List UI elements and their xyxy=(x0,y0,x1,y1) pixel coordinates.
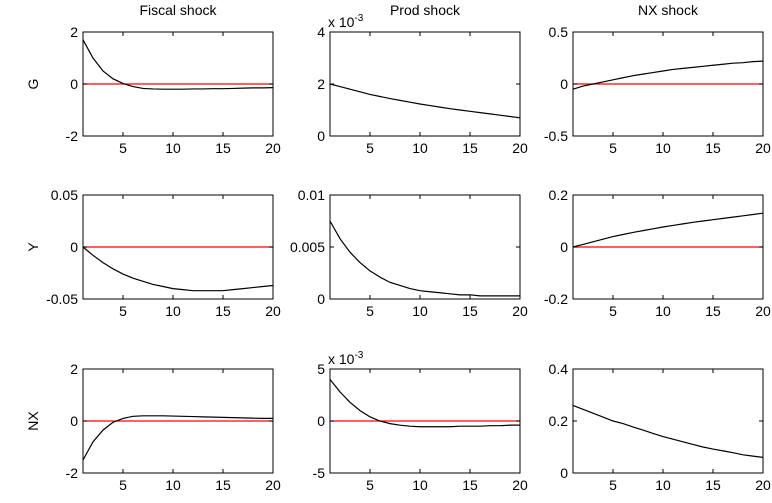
x-tick-label: 5 xyxy=(366,477,374,493)
x-tick-label: 5 xyxy=(609,303,617,319)
multiplier-base: x 10 xyxy=(328,14,355,30)
x-tick-label: 5 xyxy=(609,477,617,493)
y-tick-label: 2 xyxy=(70,24,78,40)
multiplier-base: x 10 xyxy=(328,351,355,367)
y-axis-label: G xyxy=(25,79,41,90)
plot-area xyxy=(573,369,763,473)
x-tick-label: 5 xyxy=(366,303,374,319)
line xyxy=(572,404,764,458)
y-tick-label: 0.5 xyxy=(549,24,569,40)
y-tick-label: 0.2 xyxy=(549,413,569,429)
y-tick-label: 0.005 xyxy=(290,239,325,255)
y-tick-label: 0 xyxy=(560,76,568,92)
x-tick-label: 10 xyxy=(412,140,428,156)
y-tick-label: -0.05 xyxy=(46,291,78,307)
panel: 5 10 15 20 -0.05 0 0.05 Y xyxy=(25,187,281,319)
x-tick-label: 20 xyxy=(265,140,281,156)
x-tick-label: 5 xyxy=(609,140,617,156)
x-tick-label: 5 xyxy=(119,303,127,319)
y-tick-label: 0 xyxy=(70,239,78,255)
line xyxy=(82,246,274,292)
x-tick-label: 15 xyxy=(705,303,721,319)
multiplier-exponent: -3 xyxy=(354,350,363,361)
x-tick-label: 15 xyxy=(215,477,231,493)
x-tick-label: 10 xyxy=(412,477,428,493)
plot-area xyxy=(330,32,520,136)
line xyxy=(572,212,764,248)
panel: 5 10 15 20 0 0.2 0.4 xyxy=(549,361,771,493)
x-tick-label: 15 xyxy=(705,140,721,156)
x-tick-label: 5 xyxy=(119,477,127,493)
plot-area xyxy=(330,195,520,299)
x-tick-label: 20 xyxy=(265,303,281,319)
x-tick-label: 20 xyxy=(755,303,771,319)
y-tick-label: 0 xyxy=(317,413,325,429)
x-tick-label: 20 xyxy=(755,477,771,493)
x-tick-label: 10 xyxy=(412,303,428,319)
x-tick-label: 15 xyxy=(215,140,231,156)
line xyxy=(329,83,521,119)
line xyxy=(329,220,520,297)
panel: 5 10 15 20 -2 0 2 Fiscal shock G xyxy=(25,2,281,156)
y-tick-label: -5 xyxy=(313,465,326,481)
line xyxy=(82,415,273,461)
x-tick-label: 15 xyxy=(462,303,478,319)
y-tick-label: 0 xyxy=(560,239,568,255)
panel: 5 10 15 20 -2 0 2 NX xyxy=(25,361,281,493)
y-tick-label: 4 xyxy=(317,24,325,40)
y-tick-label: 2 xyxy=(317,76,325,92)
x-tick-label: 10 xyxy=(165,303,181,319)
y-tick-label: 2 xyxy=(70,361,78,377)
y-tick-label: 0.05 xyxy=(51,187,78,203)
y-tick-label: 0 xyxy=(317,128,325,144)
panel: 5 10 15 20 -0.2 0 0.2 xyxy=(544,187,771,319)
x-tick-label: 10 xyxy=(655,477,671,493)
line xyxy=(329,379,520,428)
y-axis-label: NX xyxy=(25,411,41,431)
y-tick-label: 0 xyxy=(70,413,78,429)
y-tick-label: 0.4 xyxy=(549,361,569,377)
panel-title: NX shock xyxy=(638,2,699,18)
panel: 5 10 15 20 0 2 4 Prod shock x 10-3 xyxy=(317,2,528,156)
x-tick-label: 10 xyxy=(165,140,181,156)
y-axis-label: Y xyxy=(25,242,41,252)
x-tick-label: 20 xyxy=(512,140,528,156)
x-tick-label: 20 xyxy=(512,303,528,319)
x-tick-label: 15 xyxy=(462,477,478,493)
x-tick-label: 15 xyxy=(462,140,478,156)
x-tick-label: 15 xyxy=(705,477,721,493)
y-tick-label: 0 xyxy=(70,76,78,92)
x-tick-label: 5 xyxy=(119,140,127,156)
x-tick-label: 15 xyxy=(215,303,231,319)
x-tick-label: 20 xyxy=(265,477,281,493)
panel: 5 10 15 20 0 0.005 0.01 xyxy=(290,187,528,319)
line xyxy=(82,39,274,90)
y-tick-label: -0.5 xyxy=(544,128,568,144)
x-tick-label: 5 xyxy=(366,140,374,156)
y-multiplier: x 10-3 xyxy=(328,13,364,30)
y-tick-label: 0.2 xyxy=(549,187,569,203)
y-tick-label: 0 xyxy=(317,291,325,307)
y-tick-label: -2 xyxy=(66,128,79,144)
line xyxy=(572,60,764,90)
panel-title: Prod shock xyxy=(390,2,461,18)
x-tick-label: 20 xyxy=(512,477,528,493)
x-tick-label: 10 xyxy=(655,140,671,156)
x-tick-label: 10 xyxy=(165,477,181,493)
y-tick-label: 5 xyxy=(317,361,325,377)
panel: 5 10 15 20 -0.5 0 0.5 NX shock xyxy=(544,2,771,156)
y-tick-label: -0.2 xyxy=(544,291,568,307)
y-tick-label: 0 xyxy=(560,465,568,481)
x-tick-label: 20 xyxy=(755,140,771,156)
x-tick-label: 10 xyxy=(655,303,671,319)
y-multiplier: x 10-3 xyxy=(328,350,364,367)
panel-title: Fiscal shock xyxy=(139,2,217,18)
y-tick-label: 0.01 xyxy=(298,187,325,203)
multiplier-exponent: -3 xyxy=(354,13,363,24)
y-tick-label: -2 xyxy=(66,465,79,481)
